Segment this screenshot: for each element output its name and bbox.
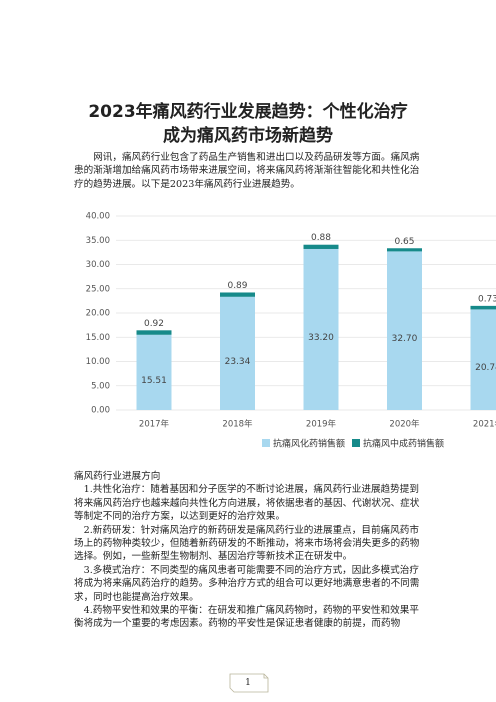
bar-segment — [136, 334, 172, 410]
section-heading: 痛风药行业进展方向 — [74, 471, 161, 482]
body: 痛风药行业进展方向 1.共性化治疗：随着基因和分子医学的不断讨论进展，痛风药行业… — [74, 470, 426, 631]
x-tick-label: 2017年 — [139, 419, 170, 430]
data-label: 32.70 — [392, 334, 418, 344]
x-tick-label: 2021年 — [473, 419, 496, 430]
y-tick-label: 30.00 — [86, 260, 110, 270]
data-label: 0.92 — [144, 319, 164, 329]
intro: 网讯，痛风药行业包含了药品生产销售和进出口以及药品研发等方面。痛风病患的渐渐增加… — [74, 152, 420, 190]
y-tick-label: 0.00 — [91, 406, 110, 416]
y-tick-label: 5.00 — [91, 381, 110, 391]
bar-segment — [303, 244, 339, 249]
chart: 0.00 5.00 10.00 15.00 20.00 25.00 30.00 35.00 40… — [86, 212, 496, 450]
bar-segment — [387, 248, 422, 252]
y-tick-label: 20.00 — [86, 309, 110, 319]
data-label: 20.74 — [475, 363, 496, 373]
legend-label: 抗痛风化药销售额 — [273, 438, 345, 450]
y-tick-label: 15.00 — [86, 333, 110, 343]
list-item: 1.共性化治疗：随着基因和分子医学的不断讨论进展，痛风药行业进展趋势提到将来痛风… — [74, 484, 420, 523]
data-label: 15.51 — [141, 376, 167, 386]
bar-segment — [470, 305, 496, 310]
data-label: 0.65 — [394, 237, 414, 247]
title: 2023年痛风药行业发展趋势：个性化治疗成为痛风药市场新趋势 — [88, 102, 408, 146]
page-ornament — [229, 673, 269, 693]
x-tick-label: 2019年 — [306, 419, 337, 430]
list-item: 2.新药研发：针对痛风治疗的新药研发是痛风药行业的进展重点，目前痛风药市场上的药… — [74, 524, 420, 563]
bar-segment — [220, 292, 255, 297]
data-label: 0.73 — [478, 294, 496, 304]
legend-swatch — [352, 439, 360, 447]
x-tick-label: 2020年 — [389, 419, 420, 430]
page-number: 1 — [245, 678, 251, 688]
list-item: 3.多模式治疗：不同类型的痛风患者可能需要不同的治疗方式，因此多模式治疗将成为将… — [74, 564, 420, 603]
data-label: 0.88 — [311, 233, 331, 243]
legend-swatch — [262, 439, 270, 447]
bar-segment — [220, 296, 255, 410]
y-tick-label: 10.00 — [86, 357, 110, 367]
bar-segment — [303, 248, 339, 410]
bar-segment — [387, 251, 422, 410]
data-label: 33.20 — [308, 333, 334, 343]
y-tick-label: 35.00 — [86, 236, 110, 246]
legend-label: 抗痛风中成药销售额 — [363, 438, 444, 450]
bar-segment — [470, 309, 496, 410]
y-tick-label: 25.00 — [86, 284, 110, 294]
data-label: 23.34 — [225, 357, 251, 367]
y-tick-label: 40.00 — [86, 212, 110, 222]
list-item: 4.药物平安性和效果的平衡：在研发和推广痛风药物时，药物的平安性和效果平衡将成为… — [74, 605, 419, 630]
bar-segment — [136, 330, 172, 335]
x-tick-label: 2018年 — [222, 419, 253, 430]
data-label: 0.89 — [227, 281, 247, 291]
